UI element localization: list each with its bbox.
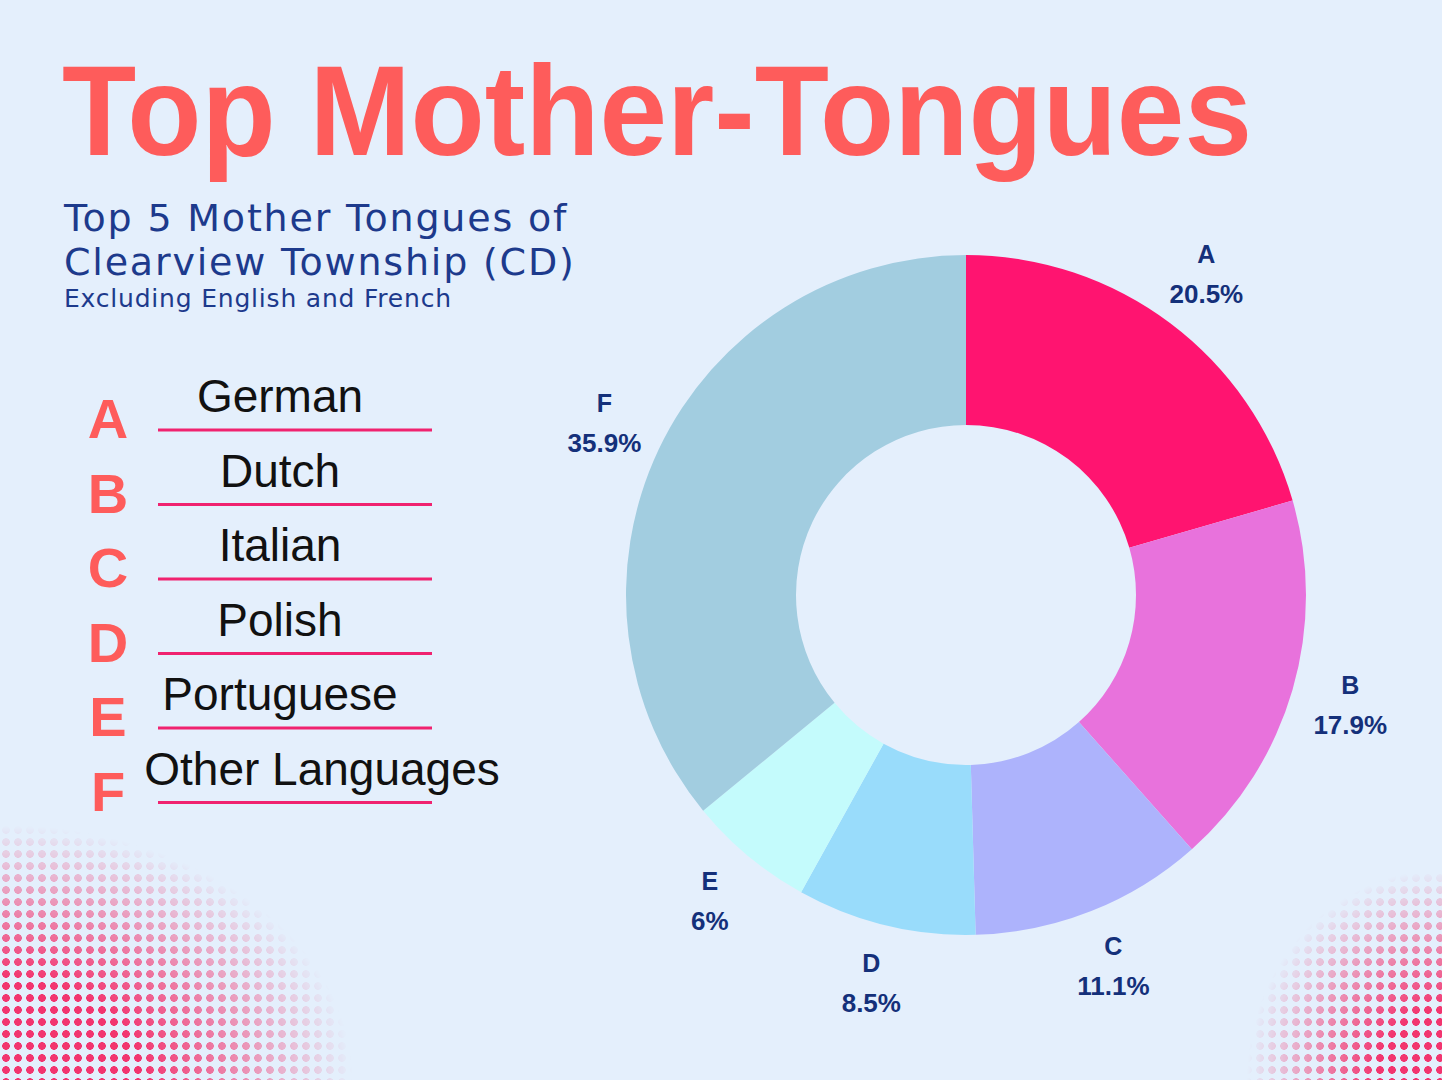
legend-letter: A	[88, 387, 128, 450]
legend-underline	[158, 727, 432, 730]
slice	[626, 255, 966, 811]
data-label-category: E	[702, 867, 719, 895]
slice	[971, 722, 1192, 935]
data-label-category: B	[1341, 671, 1359, 699]
legend-underline	[158, 652, 432, 655]
subtitle: Top 5 Mother Tongues of Clearview Townsh…	[64, 196, 684, 284]
slice	[966, 255, 1293, 548]
data-label: 35.9%	[568, 428, 642, 458]
legend-label: Polish	[217, 594, 342, 646]
data-label: 11.1%	[1077, 971, 1149, 1001]
legend-letter: B	[88, 462, 128, 525]
decor-dots	[1182, 800, 1442, 1080]
legend-label: Italian	[219, 519, 342, 571]
legend-letter: D	[88, 611, 128, 674]
data-label: 8.5%	[842, 988, 901, 1018]
legend-underline	[158, 429, 432, 432]
legend-label: Other Languages	[144, 743, 500, 795]
legend-label: German	[197, 370, 363, 422]
data-label-category: F	[597, 389, 612, 417]
slices	[626, 255, 1306, 935]
legend-label: Portuguese	[162, 668, 397, 720]
data-label: 20.5%	[1170, 279, 1244, 309]
data-label-category: D	[862, 949, 880, 977]
data-label: 6%	[691, 906, 729, 936]
title: Top Mother-Tongues	[62, 39, 1252, 182]
note: Excluding English and French	[64, 284, 452, 313]
legend-letter: E	[89, 685, 126, 748]
legend-underline	[158, 801, 432, 804]
legend-underline	[158, 503, 432, 506]
legend-letter: C	[88, 536, 128, 599]
data-label-category: C	[1104, 932, 1122, 960]
legend-underline	[158, 578, 432, 581]
data-label: 17.9%	[1313, 710, 1387, 740]
data-label-category: A	[1197, 240, 1215, 268]
chart: Top Mother-Tongues A German B Dutch C Italian D…	[0, 0, 1442, 1080]
legend-letter: F	[91, 760, 125, 823]
legend-label: Dutch	[220, 445, 340, 497]
